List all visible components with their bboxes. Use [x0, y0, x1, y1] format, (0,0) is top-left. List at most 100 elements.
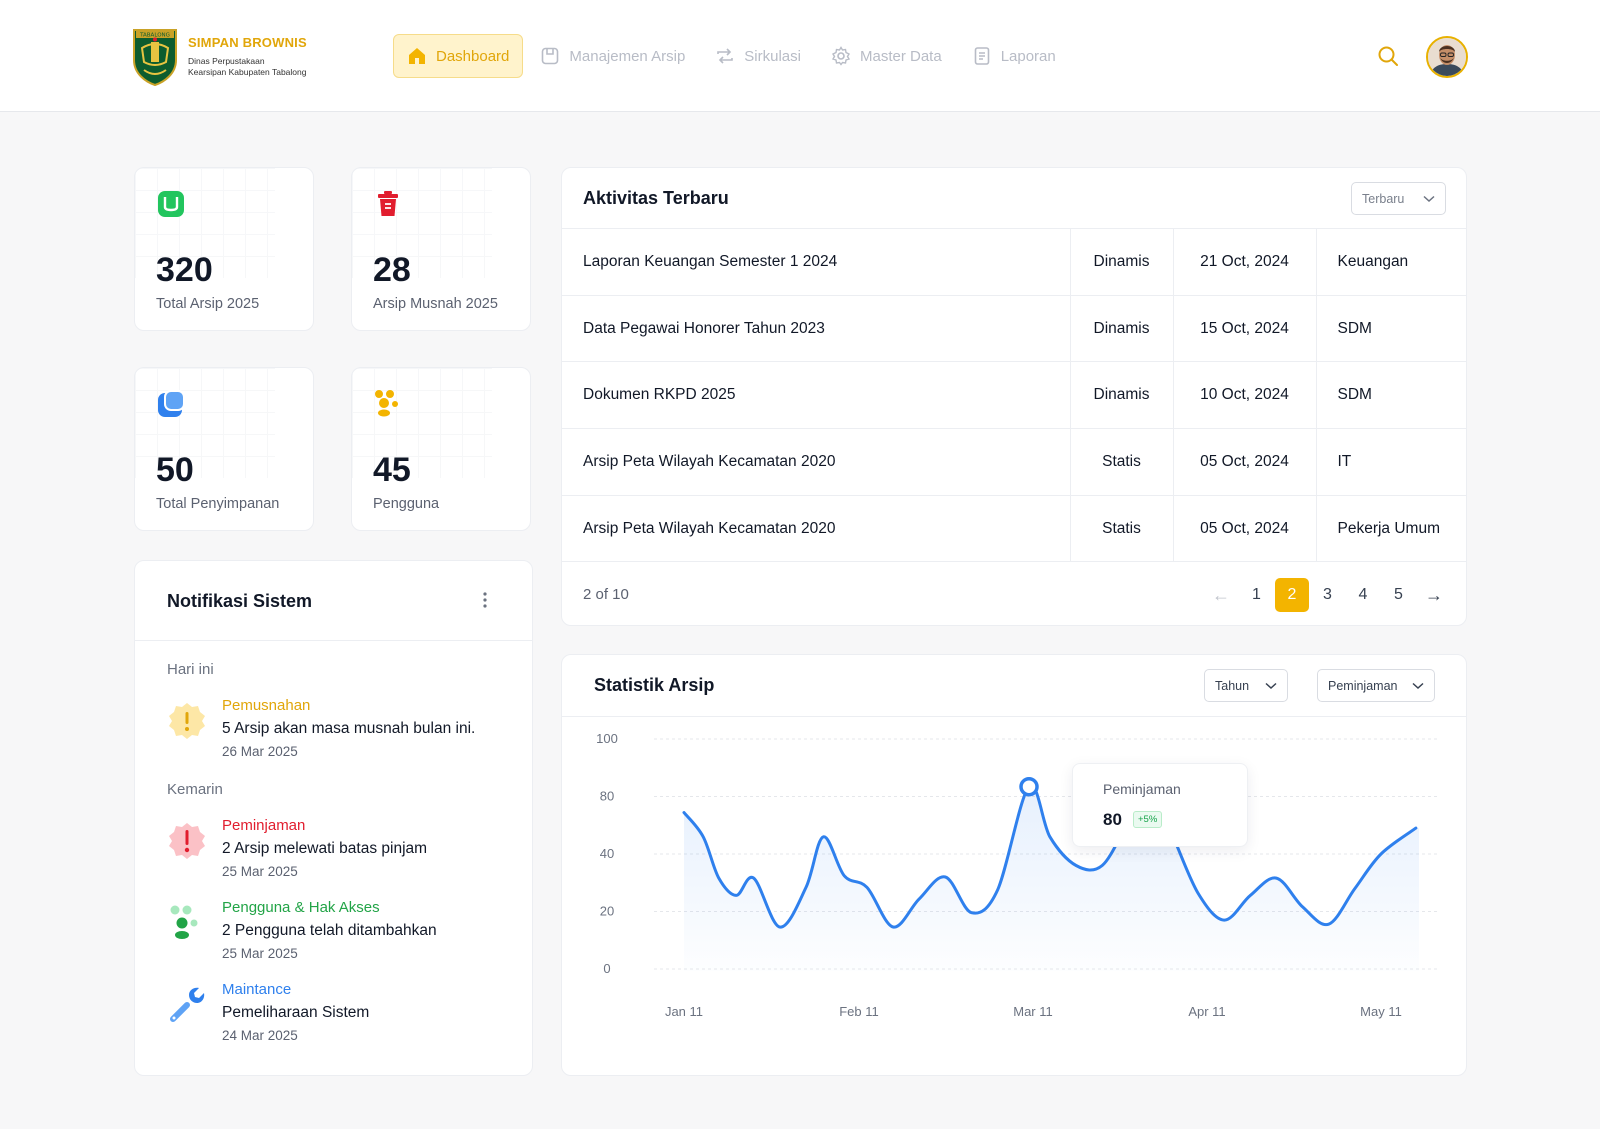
cell-department: Keuangan: [1316, 228, 1466, 296]
table-row[interactable]: Laporan Keuangan Semester 1 2024 Dinamis…: [562, 228, 1466, 296]
notification-item[interactable]: Pemusnahan 5 Arsip akan masa musnah bula…: [167, 697, 507, 761]
notification-date: 26 Mar 2025: [222, 744, 298, 759]
nav-laporan[interactable]: Laporan: [959, 34, 1069, 78]
emblem-lettering: TABALONG: [139, 33, 170, 39]
card-pattern: [352, 368, 492, 478]
stat-value: 28: [373, 251, 411, 289]
activity-sort-dropdown[interactable]: Terbaru: [1351, 182, 1446, 215]
users-icon: [375, 390, 398, 417]
table-row[interactable]: Data Pegawai Honorer Tahun 2023 Dinamis …: [562, 294, 1466, 362]
cell-department: SDM: [1316, 294, 1466, 362]
page-button-3[interactable]: 3: [1323, 586, 1332, 603]
chart-tooltip: Peminjaman 80 +5%: [1072, 763, 1248, 847]
nav-manajemen-arsip[interactable]: Manajemen Arsip: [527, 34, 698, 78]
app-logo[interactable]: TABALONG SIMPAN BROWNIS Dinas Perpustaka…: [130, 26, 307, 86]
activity-table: Laporan Keuangan Semester 1 2024 Dinamis…: [562, 228, 1466, 562]
archive-icon: [158, 191, 184, 217]
cell-title: Arsip Peta Wilayah Kecamatan 2020: [562, 428, 1071, 496]
sort-dropdown-label: Terbaru: [1362, 191, 1405, 206]
stat-card-pengguna[interactable]: 45 Pengguna: [351, 367, 531, 531]
stat-card-total-arsip[interactable]: 320 Total Arsip 2025: [134, 167, 314, 331]
card-pattern: [135, 168, 275, 278]
cell-type: Dinamis: [1070, 361, 1174, 429]
notification-category: Peminjaman: [222, 817, 306, 834]
nav-sirkulasi-label: Sirkulasi: [744, 47, 801, 65]
cell-title: Arsip Peta Wilayah Kecamatan 2020: [562, 494, 1071, 562]
more-options-icon[interactable]: [482, 591, 488, 609]
table-row[interactable]: Arsip Peta Wilayah Kecamatan 2020 Statis…: [562, 494, 1466, 562]
user-avatar[interactable]: [1426, 36, 1468, 78]
stat-value: 45: [373, 451, 411, 489]
cell-department: IT: [1316, 428, 1466, 496]
notification-message: 5 Arsip akan masa musnah bulan ini.: [222, 720, 476, 737]
notification-date: 24 Mar 2025: [222, 1028, 298, 1043]
notification-item[interactable]: Pengguna & Hak Akses 2 Pengguna telah di…: [167, 899, 507, 963]
notification-item[interactable]: Peminjaman 2 Arsip melewati batas pinjam…: [167, 817, 507, 881]
cell-date: 15 Oct, 2024: [1173, 294, 1317, 362]
y-tick-label: 0: [603, 961, 610, 976]
chevron-down-icon: [1423, 195, 1435, 202]
tooltip-series-name: Peminjaman: [1103, 781, 1181, 797]
repeat-icon: [717, 48, 734, 64]
user-avatar-image: [1428, 38, 1466, 76]
stat-card-arsip-musnah[interactable]: 28 Arsip Musnah 2025: [351, 167, 531, 331]
page-button-2[interactable]: 2: [1275, 578, 1309, 612]
table-row[interactable]: Dokumen RKPD 2025 Dinamis 10 Oct, 2024 S…: [562, 361, 1466, 429]
type-filter-label: Peminjaman: [1328, 678, 1398, 693]
next-page-arrow-icon[interactable]: →: [1425, 584, 1443, 605]
y-tick-label: 20: [600, 904, 614, 919]
page-button-1[interactable]: 1: [1252, 586, 1261, 603]
cell-type: Statis: [1070, 494, 1174, 562]
page-button-4[interactable]: 4: [1358, 586, 1368, 603]
page-button-5[interactable]: 5: [1394, 586, 1403, 603]
prev-page-arrow-icon[interactable]: ←: [1212, 584, 1230, 605]
report-icon: [974, 47, 989, 65]
alert-badge-icon: [169, 823, 205, 859]
activity-title: Aktivitas Terbaru: [583, 188, 729, 208]
nav-manajemen-arsip-label: Manajemen Arsip: [569, 47, 686, 65]
nav-master-data[interactable]: Master Data: [818, 34, 955, 78]
home-icon: [409, 48, 425, 64]
cell-title: Dokumen RKPD 2025: [562, 361, 1071, 429]
notification-group-yesterday: Kemarin: [167, 781, 223, 798]
x-tick-label: Jan 11: [665, 1004, 703, 1019]
y-tick-label: 80: [600, 789, 614, 804]
card-pattern: [135, 368, 275, 478]
notification-panel: Notifikasi Sistem Hari ini Pemusnahan 5 …: [134, 560, 533, 1076]
nav-sirkulasi[interactable]: Sirkulasi: [702, 34, 814, 78]
notification-date: 25 Mar 2025: [222, 864, 298, 879]
stat-label: Pengguna: [373, 496, 440, 512]
stat-value: 320: [156, 251, 213, 289]
pagination: ← 1 2 3 4 5 →: [1204, 578, 1453, 612]
app-name: SIMPAN BROWNIS: [188, 34, 307, 50]
table-row[interactable]: Arsip Peta Wilayah Kecamatan 2020 Statis…: [562, 428, 1466, 496]
y-tick-label: 40: [600, 846, 614, 861]
wrench-icon: [170, 987, 205, 1022]
search-icon[interactable]: [1377, 45, 1399, 67]
notification-category: Maintance: [222, 981, 292, 998]
nav-master-data-label: Master Data: [859, 47, 942, 65]
card-pattern: [352, 168, 492, 278]
warning-badge-icon: [169, 703, 205, 739]
statistics-card: Statistik Arsip Tahun Peminjaman 100 80 40…: [561, 654, 1467, 1076]
chart-highlight-point[interactable]: [1019, 776, 1039, 797]
recent-activity-card: Aktivitas Terbaru Terbaru Laporan Keuang…: [561, 167, 1467, 626]
cell-date: 05 Oct, 2024: [1173, 428, 1317, 496]
cell-date: 10 Oct, 2024: [1173, 361, 1317, 429]
cell-type: Dinamis: [1070, 294, 1174, 362]
period-filter-dropdown[interactable]: Tahun: [1204, 669, 1288, 702]
stat-label: Total Arsip 2025: [156, 296, 260, 312]
notification-item[interactable]: Maintance Pemeliharaan Sistem 24 Mar 202…: [167, 981, 507, 1045]
nav-dashboard-label: Dashboard: [436, 47, 510, 65]
statistics-title: Statistik Arsip: [594, 675, 715, 695]
chart-area-fill: [684, 785, 1419, 971]
type-filter-dropdown[interactable]: Peminjaman: [1317, 669, 1435, 702]
stat-card-total-penyimpanan[interactable]: 50 Total Penyimpanan: [134, 367, 314, 531]
cell-title: Data Pegawai Honorer Tahun 2023: [562, 294, 1071, 362]
period-filter-label: Tahun: [1215, 678, 1250, 693]
cell-department: SDM: [1316, 361, 1466, 429]
notification-group-today: Hari ini: [167, 661, 214, 678]
nav-dashboard[interactable]: Dashboard: [393, 34, 524, 78]
chevron-down-icon: [1412, 682, 1424, 689]
tooltip-value: 80: [1103, 810, 1122, 829]
